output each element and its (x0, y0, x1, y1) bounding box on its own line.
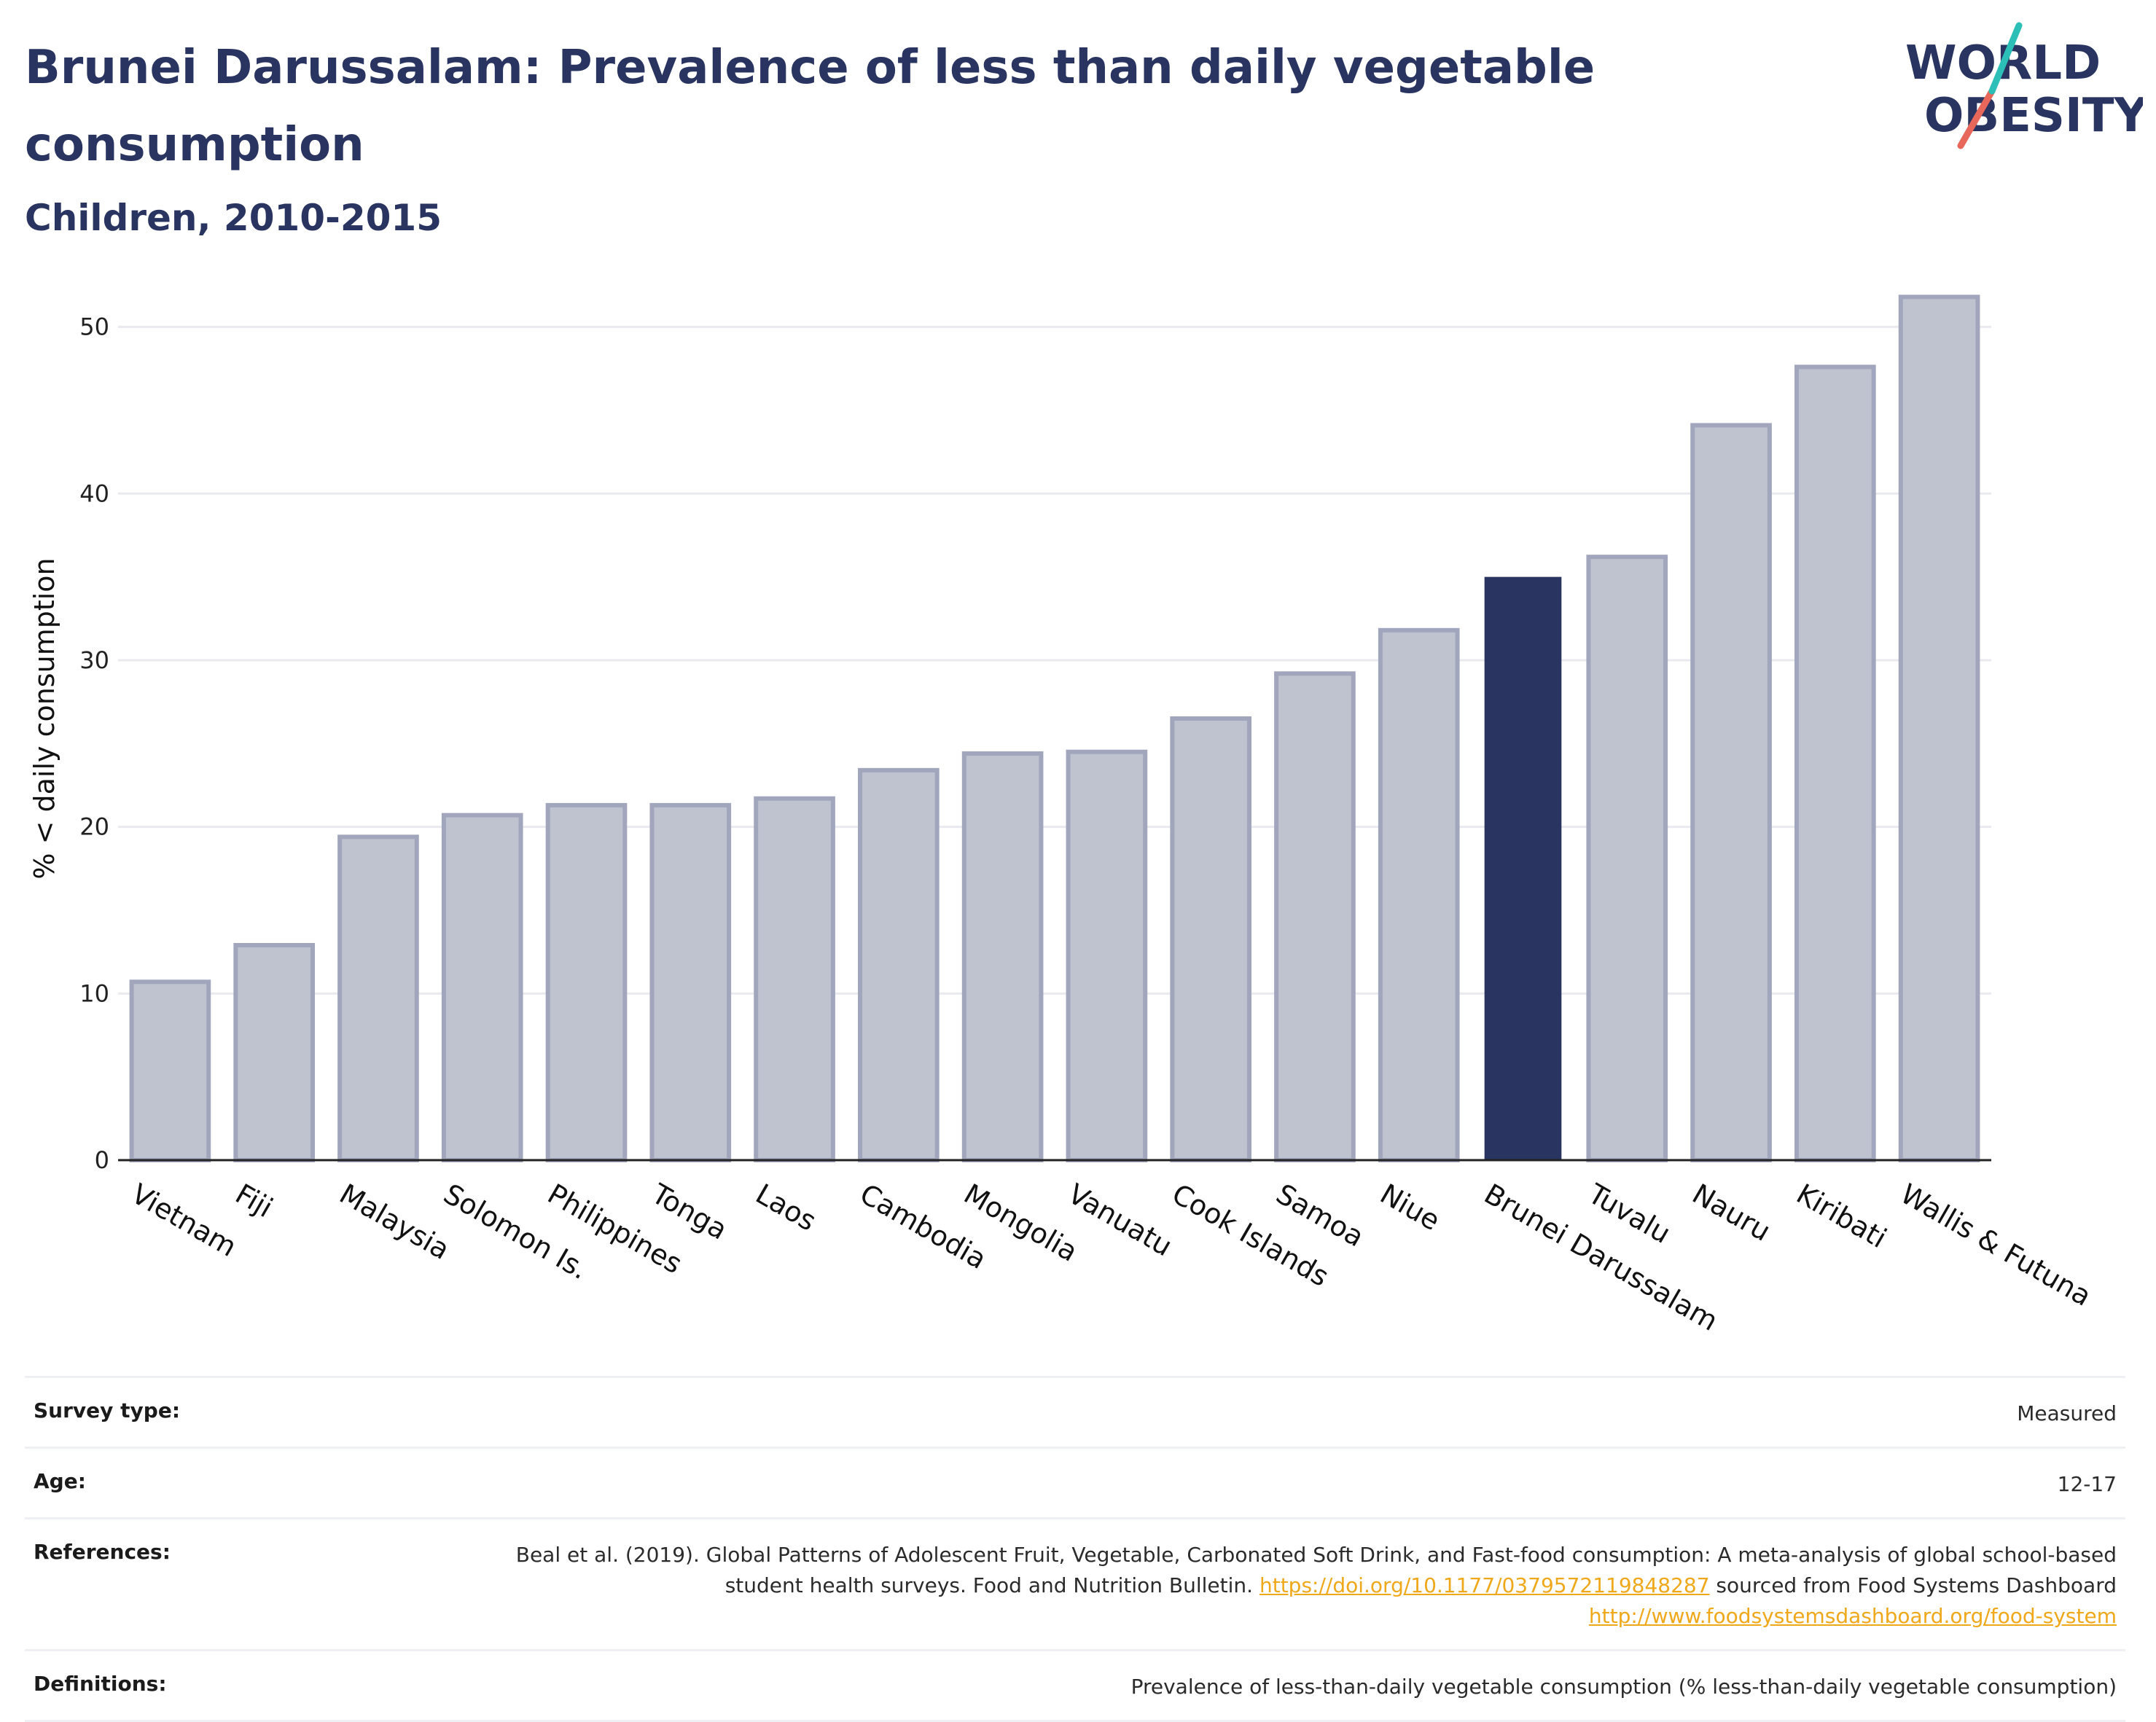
bar-wallis-futuna[interactable] (1898, 294, 1980, 1162)
age-row: Age: 12-17 (25, 1447, 2125, 1517)
bar-tuvalu[interactable] (1586, 555, 1668, 1162)
chart-title: Brunei Darussalam: Prevalence of less th… (25, 41, 1595, 172)
logo-slash-coral (1957, 87, 1996, 149)
x-tick-label: Kiribati (1791, 1178, 1892, 1254)
bar-tonga[interactable] (649, 802, 732, 1162)
survey-type-value: Measured (2017, 1401, 2117, 1425)
chart-subtitle: Children, 2010-2015 (25, 197, 442, 239)
bar-malaysia[interactable] (337, 834, 419, 1162)
metadata-table: Survey type: Measured Age: 12-17 Referen… (25, 1376, 2125, 1722)
y-tick-label: 50 (79, 313, 109, 341)
references-value: Beal et al. (2019). Global Patterns of A… (477, 1540, 2117, 1632)
y-tick-label: 30 (79, 646, 109, 674)
x-tick-label: Laos (751, 1178, 822, 1237)
bars (129, 294, 1980, 1163)
logo-slash-teal (1988, 22, 2023, 95)
bar-cook-islands[interactable] (1170, 716, 1251, 1162)
bar-samoa[interactable] (1274, 671, 1356, 1162)
bar-fiji[interactable] (233, 943, 315, 1162)
x-tick-label: Malaysia (334, 1178, 455, 1266)
bar-mongolia[interactable] (961, 751, 1044, 1162)
definitions-label: Definitions: (34, 1672, 167, 1696)
survey-type-row: Survey type: Measured (25, 1376, 2125, 1447)
y-tick-label: 40 (79, 480, 109, 507)
doi-link[interactable]: https://doi.org/10.1177/0379572119848287 (1259, 1573, 1710, 1597)
references-text-2: sourced from Food Systems Dashboard (1709, 1573, 2117, 1597)
references-label: References: (34, 1540, 171, 1564)
bar-cambodia[interactable] (858, 767, 940, 1162)
bar-brunei-darussalam[interactable] (1484, 576, 1562, 1160)
x-tick-label: Niue (1375, 1178, 1445, 1237)
y-axis-label: % < daily consumption (28, 557, 60, 879)
bar-nauru[interactable] (1690, 423, 1772, 1162)
age-value: 12-17 (2057, 1472, 2117, 1496)
x-tick-label: Wallis & Futuna (1895, 1178, 2097, 1312)
references-row: References: Beal et al. (2019). Global P… (25, 1517, 2125, 1649)
bar-philippines[interactable] (545, 802, 628, 1162)
definitions-value: Prevalence of less-than-daily vegetable … (1130, 1675, 2117, 1699)
food-systems-link[interactable]: http://www.foodsystemsdashboard.org/food… (1588, 1604, 2117, 1628)
age-label: Age: (34, 1469, 86, 1493)
y-tick-label: 0 (95, 1146, 109, 1174)
survey-type-label: Survey type: (34, 1398, 181, 1422)
grid-lines (118, 326, 1991, 995)
x-tick-label: Nauru (1687, 1178, 1776, 1248)
bar-kiribati[interactable] (1794, 364, 1876, 1162)
bar-vietnam[interactable] (129, 979, 211, 1163)
bar-niue[interactable] (1378, 627, 1460, 1162)
x-tick-label: Vietnam (126, 1178, 242, 1263)
bar-vanuatu[interactable] (1066, 749, 1148, 1162)
references-text-1: Beal et al. (2019). Global Patterns of A… (515, 1543, 2117, 1597)
logo-line2: OBESITY (1924, 89, 2143, 143)
y-tick-label: 10 (79, 979, 109, 1007)
bar-laos[interactable] (754, 796, 835, 1162)
y-tick-label: 20 (79, 813, 109, 841)
definitions-row: Definitions: Prevalence of less-than-dai… (25, 1649, 2125, 1722)
x-tick-label: Vanuatu (1063, 1178, 1178, 1262)
x-tick-label: Fiji (230, 1178, 278, 1224)
bar-solomon-is[interactable] (441, 813, 523, 1162)
world-obesity-logo: WORLD OBESITY (1905, 22, 2143, 149)
